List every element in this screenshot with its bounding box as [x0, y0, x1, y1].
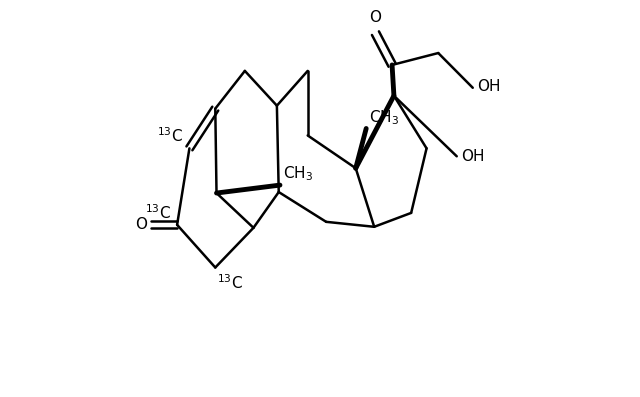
Text: OH: OH — [461, 149, 484, 164]
Text: CH$_3$: CH$_3$ — [283, 164, 313, 183]
Text: $^{13}$C: $^{13}$C — [145, 203, 171, 222]
Text: CH$_3$: CH$_3$ — [369, 108, 399, 127]
Text: $^{13}$C: $^{13}$C — [157, 127, 184, 145]
Text: OH: OH — [477, 79, 500, 94]
Text: $^{13}$C: $^{13}$C — [217, 274, 243, 292]
Text: O: O — [136, 217, 147, 232]
Text: O: O — [369, 10, 381, 25]
